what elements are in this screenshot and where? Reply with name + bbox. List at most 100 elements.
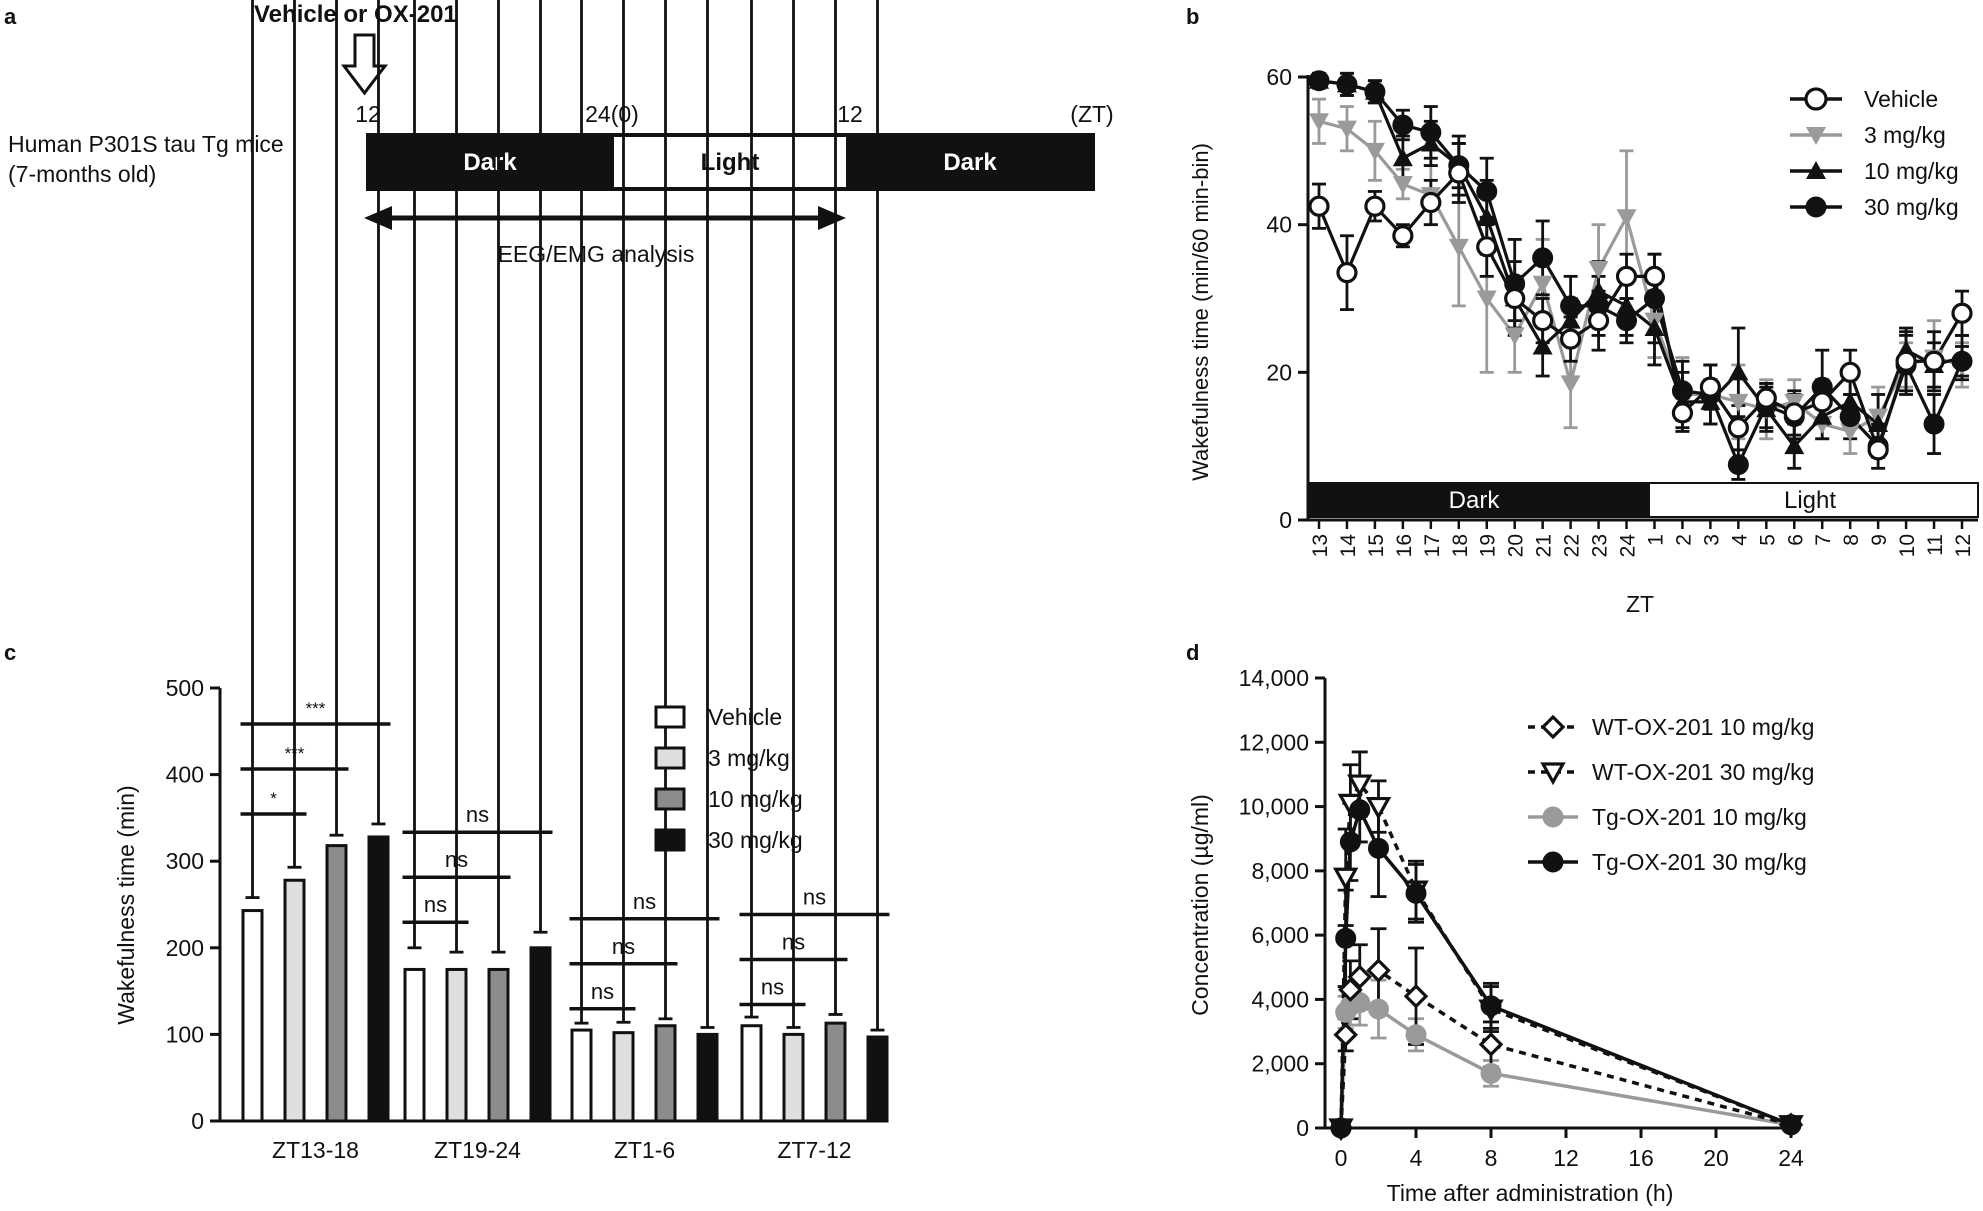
b-data-point xyxy=(1840,423,1861,442)
b-y-tick-label: 40 xyxy=(1266,212,1292,238)
b-x-tick-label: 17 xyxy=(1421,534,1444,557)
dark-phase-label-1: Dark xyxy=(463,149,517,176)
b-data-point xyxy=(1811,391,1833,413)
d-legend-label: Tg-OX-201 10 mg/kg xyxy=(1592,804,1807,830)
b-data-point xyxy=(1951,302,1973,324)
b-light-phase-label: Light xyxy=(1784,487,1836,514)
c-significance-label: * xyxy=(270,789,277,808)
dark-phase-label-2: Dark xyxy=(943,149,997,176)
d-data-point xyxy=(1349,799,1371,821)
c-legend-swatch xyxy=(654,787,686,811)
b-x-tick-label: 14 xyxy=(1337,534,1360,558)
b-data-point xyxy=(1560,310,1581,329)
d-data-point xyxy=(1780,1114,1802,1136)
b-data-point xyxy=(1616,295,1637,314)
c-significance-label: ns xyxy=(612,934,635,959)
treatment-label: Vehicle or OX-201 xyxy=(254,1,457,28)
b-x-tick-label: 23 xyxy=(1589,534,1612,557)
c-legend-label: 30 mg/kg xyxy=(708,827,803,853)
b-dark-phase-label: Dark xyxy=(1449,487,1501,514)
c-legend-swatch xyxy=(654,828,686,852)
b-legend-label: Vehicle xyxy=(1864,86,1938,112)
c-bar xyxy=(866,1035,889,1123)
b-data-point xyxy=(1476,207,1497,226)
c-significance-label: ns xyxy=(761,974,784,999)
d-data-point xyxy=(1478,1032,1504,1057)
b-data-point xyxy=(1420,191,1442,214)
b-data-point xyxy=(1895,350,1917,372)
b-x-tick-label: 9 xyxy=(1868,534,1891,546)
d-legend-marker xyxy=(1542,851,1564,873)
c-y-tick-label: 400 xyxy=(166,762,204,788)
panel-label-c: c xyxy=(4,640,16,665)
b-x-tick-label: 11 xyxy=(1924,534,1947,556)
b-data-point xyxy=(1420,121,1442,143)
b-data-point xyxy=(1588,281,1609,300)
subject-line-2: (7-months old) xyxy=(8,161,156,187)
d-data-point xyxy=(1339,831,1361,853)
b-x-tick-label: 22 xyxy=(1561,534,1584,557)
b-data-point xyxy=(1616,310,1638,332)
b-data-point xyxy=(1392,225,1414,247)
d-legend-label: WT-OX-201 30 mg/kg xyxy=(1592,759,1814,785)
arrow-down-icon xyxy=(340,33,389,96)
d-x-tick-label: 8 xyxy=(1485,1145,1498,1171)
d-data-point xyxy=(1368,837,1389,859)
b-data-point xyxy=(1532,247,1554,269)
c-y-tick-label: 300 xyxy=(166,848,204,874)
c-legend: Vehicle 3 mg/kg 10 mg/kg 30 mg/kg xyxy=(654,704,803,853)
b-data-point xyxy=(1644,318,1665,337)
b-x-axis-label: ZT xyxy=(1626,591,1654,617)
light-phase-label: Light xyxy=(701,149,760,176)
b-data-point xyxy=(1868,414,1889,433)
c-y-tick-label: 500 xyxy=(166,675,204,701)
c-bar xyxy=(696,1032,719,1123)
b-data-point xyxy=(1532,310,1554,332)
d-series-line xyxy=(1339,780,1792,1129)
c-bar xyxy=(570,1028,593,1123)
b-data-point xyxy=(1951,350,1973,372)
b-legend-label: 30 mg/kg xyxy=(1864,194,1959,220)
c-bar xyxy=(403,967,426,1123)
b-data-point xyxy=(1839,361,1861,383)
d-x-tick-label: 20 xyxy=(1703,1145,1729,1171)
b-data-point xyxy=(1364,142,1385,161)
b-x-tick-label: 8 xyxy=(1840,534,1863,546)
b-x-tick-label: 10 xyxy=(1896,534,1919,557)
d-y-axis-label: Concentration (µg/ml) xyxy=(1187,794,1213,1016)
d-legend: WT-OX-201 10 mg/kg WT-OX-201 30 mg/kg Tg-O… xyxy=(1528,714,1814,875)
analysis-label: EEG/EMG analysis xyxy=(498,241,695,267)
b-data-point xyxy=(1392,114,1414,136)
d-data-point xyxy=(1330,1117,1352,1139)
b-data-point xyxy=(1392,176,1413,195)
b-light-phase-bar xyxy=(1648,482,1979,518)
b-data-point xyxy=(1308,195,1330,217)
c-significance-label: ns xyxy=(445,847,468,872)
b-data-point xyxy=(1671,402,1694,424)
c-legend-label: Vehicle xyxy=(708,704,782,730)
b-data-point xyxy=(1476,290,1497,309)
b-data-point xyxy=(1308,70,1330,92)
b-x-tick-label: 19 xyxy=(1477,534,1500,557)
b-data-point xyxy=(1812,406,1833,425)
b-x-tick-label: 18 xyxy=(1449,534,1472,557)
d-x-tick-label: 4 xyxy=(1410,1145,1423,1171)
b-x-tick-label: 5 xyxy=(1756,534,1779,546)
c-legend-label: 3 mg/kg xyxy=(708,745,790,771)
c-bar xyxy=(612,1031,635,1123)
subject-line-1: Human P301S tau Tg mice xyxy=(8,131,284,157)
b-data-point xyxy=(1309,113,1329,132)
panel-label-b: b xyxy=(1186,4,1199,29)
c-significance-label: ns xyxy=(803,884,826,909)
b-x-tick-label: 12 xyxy=(1952,534,1975,557)
b-data-point xyxy=(1784,436,1805,455)
c-legend-label: 10 mg/kg xyxy=(708,786,803,812)
c-x-tick-label: ZT13-18 xyxy=(272,1137,359,1163)
b-legend-marker xyxy=(1806,161,1826,179)
d-data-point xyxy=(1347,774,1373,798)
tick-label-12-start: 12 xyxy=(355,101,381,127)
c-significance-label: ns xyxy=(782,929,805,954)
